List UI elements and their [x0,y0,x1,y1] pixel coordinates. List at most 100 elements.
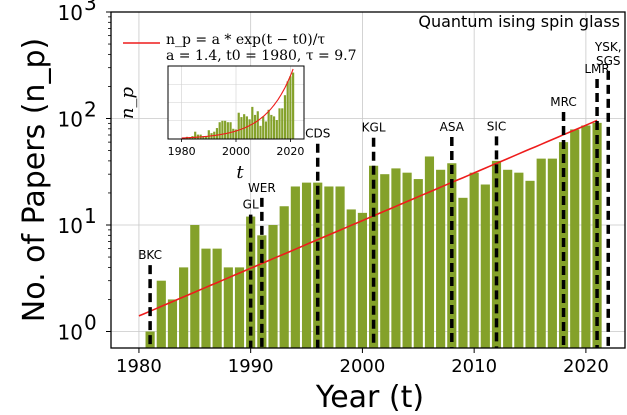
annotation-label: MRC [550,95,576,109]
bar [190,225,200,348]
inset-bar [283,95,287,139]
y-tick-exponent: 3 [84,0,97,15]
inset-ticks: 1980 2000 2020 [168,139,304,158]
inset-bar [194,131,197,139]
inset-bar [240,117,243,139]
inset-bar [202,136,205,139]
bar [156,280,166,348]
y-tick-exponent: 0 [84,311,97,335]
inset-fit-line [181,68,294,139]
inset-bar [226,122,229,139]
y-tick-label: 10 [58,1,83,25]
x-tick-label: 2020 [563,356,609,377]
plot-frame [110,11,626,349]
bar [525,180,535,348]
y-tick-exponent: 2 [84,98,97,122]
inset-bar [204,136,208,139]
inset-bar [221,120,224,139]
inset-bar [256,111,259,139]
inset-bar [275,120,278,139]
inset-bar [218,122,221,139]
y-tick-label: 10 [58,321,83,345]
inset-x-tick-label: 1980 [168,145,196,158]
inset-bar [234,129,238,139]
inset-bar [237,112,240,139]
y-tick-label: 10 [58,214,83,238]
inset-bar [272,116,276,139]
bar [581,125,591,349]
x-tick-label: 2000 [340,356,386,377]
bar [402,172,412,348]
inset-bar [267,109,270,139]
bar [547,158,557,348]
bar [301,182,312,348]
bar [413,179,423,348]
bar [246,216,256,348]
x-tick-label: 1980 [116,356,162,377]
fit-layer [138,119,598,317]
bar [503,169,513,348]
bar [357,212,367,348]
bar [167,299,178,348]
bar [234,267,245,348]
y-tick-label: 10 [58,108,83,132]
inset-bar [270,114,273,139]
bar [313,182,323,348]
bar [290,186,300,348]
inset-bar [207,130,210,139]
inset-bars [183,72,295,139]
annotation-label: WER [248,181,276,195]
inset-bar [229,122,232,139]
annotation-label: BKC [138,248,162,262]
bar [570,129,580,348]
bar [436,169,446,348]
bar [335,186,345,348]
inset-x-axis-label: t [236,162,244,183]
chart-title: Quantum ising spin glass [418,12,620,31]
inset-bar [264,121,268,139]
inset-bar [243,114,246,139]
bar [268,225,278,348]
bar [279,206,289,348]
x-axis-label: Year (t) [315,380,424,415]
annotation-label: SIC [487,119,507,133]
inset-bar [245,116,248,139]
bar [514,172,524,348]
annotation-label: YSK, SGS [594,40,622,68]
bar [346,209,356,348]
legend: n_p = a * exp(t − t0)/τ a = 1.4, t0 = 19… [123,32,356,64]
inset-x-tick-label: 2000 [222,145,250,158]
bar [324,186,334,348]
annotation-label: LMR [584,62,609,76]
inset-fit [181,68,294,139]
bar [424,156,435,348]
bar [212,248,222,348]
inset-bar [215,128,219,139]
inset-bar [281,108,284,139]
inset-bar [278,108,281,139]
inset-x-tick-label: 2020 [276,145,304,158]
fit-line [138,119,598,317]
inset-chart: 1980 2000 2020 t n_p [117,65,305,183]
inset-bar [286,81,289,139]
inset-bar [253,114,257,139]
bar [223,267,233,348]
inset-bar [292,72,295,139]
legend-fit-label: n_p = a * exp(t − t0)/τ [166,32,325,48]
inset-bar [262,116,265,139]
inset-bar [248,119,251,139]
y-tick-exponent: 1 [84,204,97,228]
bar [458,197,468,348]
annotation-label: CDS [305,127,330,141]
inset-y-axis-label: n_p [117,86,138,119]
legend-fit-params: a = 1.4, t0 = 1980, τ = 9.7 [166,48,356,64]
bar [469,172,479,348]
bar [536,158,546,348]
x-tick-label: 1990 [228,356,274,377]
annotation-label: KGL [362,121,386,135]
bar [257,235,267,348]
inset-bar [259,125,262,139]
